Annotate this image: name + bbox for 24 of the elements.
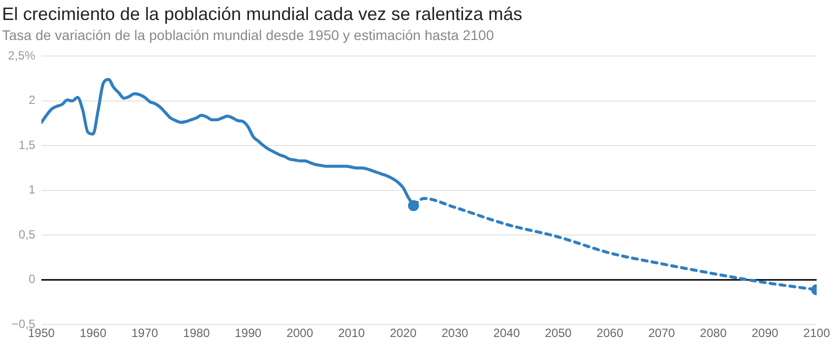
y-tick-label: 0,5: [18, 227, 36, 242]
x-tick-label: 2060: [596, 326, 624, 340]
y-tick-label: 1,5: [18, 138, 36, 152]
x-tick-label: 2050: [544, 326, 572, 340]
y-tick-label: 0: [28, 272, 36, 286]
x-tick-label: 2030: [441, 326, 469, 340]
x-tick-label: 2000: [286, 326, 314, 340]
y-tick-label: −0,5: [12, 316, 36, 331]
y-tick-label: 1: [28, 182, 36, 197]
x-tick-label: 2040: [493, 326, 520, 340]
x-tick-label: 2020: [390, 326, 417, 340]
x-tick-label: 1960: [80, 326, 107, 340]
chart-title: El crecimiento de la población mundial cada vez se ralentiza más: [2, 4, 524, 25]
x-tick-label: 2100: [803, 326, 830, 340]
x-tick-label: 2070: [648, 326, 676, 340]
y-tick-label: 2: [28, 93, 36, 108]
x-tick-label: 2090: [752, 326, 779, 340]
x-tick-label: 2010: [338, 326, 366, 340]
y-tick-label: 2,5%: [8, 48, 36, 63]
x-tick-label: 1970: [131, 326, 158, 340]
chart-subtitle: Tasa de variación de la población mundial desde 1950 y estimación hasta 2100: [2, 27, 495, 43]
x-tick-label: 1990: [234, 326, 262, 340]
x-tick-label: 1980: [183, 326, 210, 340]
x-tick-label: 2080: [700, 326, 727, 340]
